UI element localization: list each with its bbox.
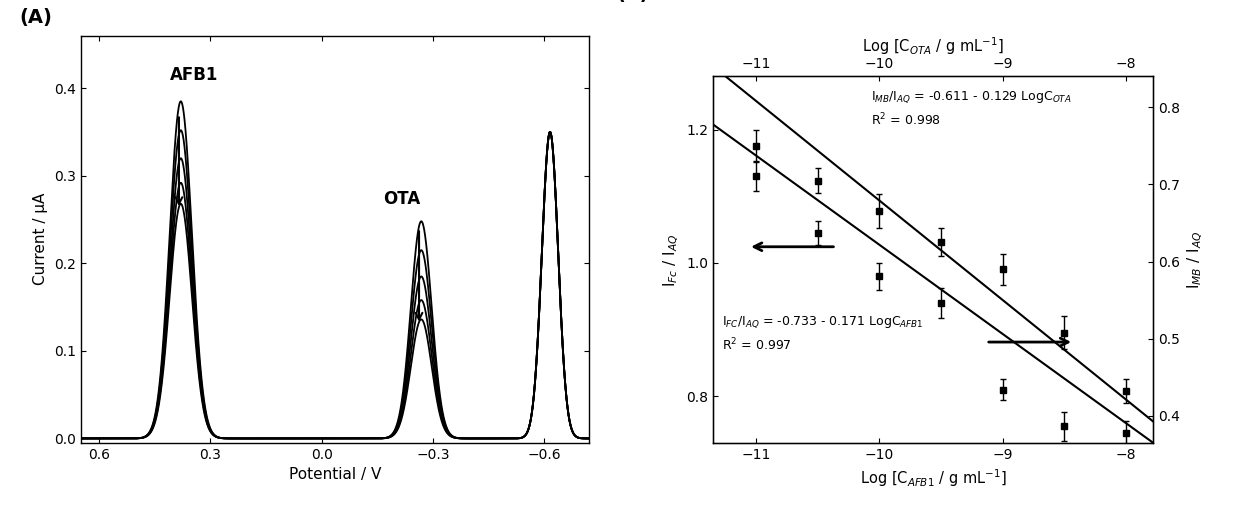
X-axis label: Potential / V: Potential / V bbox=[289, 467, 381, 482]
Text: (A): (A) bbox=[20, 9, 52, 27]
Text: (B): (B) bbox=[616, 0, 649, 3]
Text: I$_{FC}$/I$_{AQ}$ = -0.733 - 0.171 LogC$_{AFB1}$
R$^2$ = 0.997: I$_{FC}$/I$_{AQ}$ = -0.733 - 0.171 LogC$… bbox=[722, 315, 924, 354]
X-axis label: Log [C$_{OTA}$ / g mL$^{-1}$]: Log [C$_{OTA}$ / g mL$^{-1}$] bbox=[862, 35, 1004, 57]
Text: OTA: OTA bbox=[383, 190, 420, 208]
Y-axis label: Current / μA: Current / μA bbox=[33, 193, 48, 286]
X-axis label: Log [C$_{AFB1}$ / g mL$^{-1}$]: Log [C$_{AFB1}$ / g mL$^{-1}$] bbox=[859, 467, 1007, 489]
Text: I$_{MB}$/I$_{AQ}$ = -0.611 - 0.129 LogC$_{OTA}$
R$^2$ = 0.998: I$_{MB}$/I$_{AQ}$ = -0.611 - 0.129 LogC$… bbox=[872, 89, 1073, 128]
Y-axis label: I$_{MB}$ / I$_{AQ}$: I$_{MB}$ / I$_{AQ}$ bbox=[1185, 231, 1205, 289]
Text: AFB1: AFB1 bbox=[170, 66, 218, 84]
Y-axis label: I$_{Fc}$ / I$_{AQ}$: I$_{Fc}$ / I$_{AQ}$ bbox=[661, 233, 681, 287]
